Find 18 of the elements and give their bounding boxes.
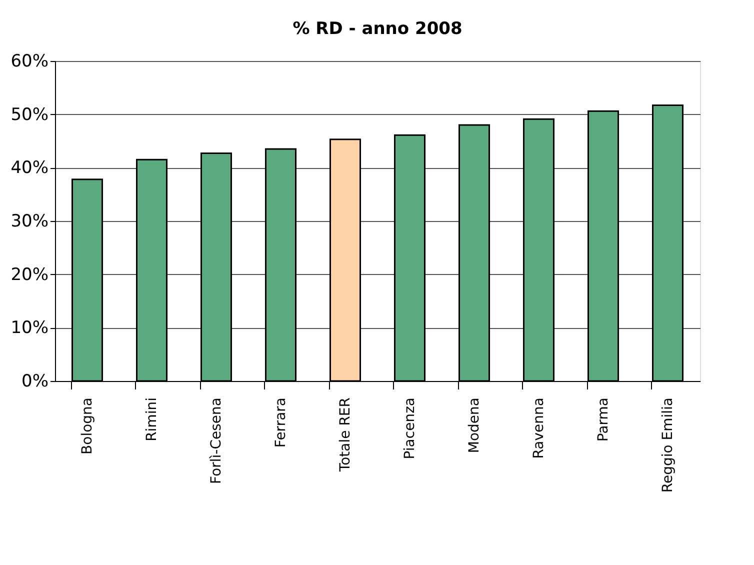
x-tick-label: Modena: [466, 398, 482, 454]
y-tick-label: 50%: [10, 104, 48, 125]
y-tick-label: 40%: [10, 158, 48, 178]
x-tick-label: Parma: [595, 398, 612, 442]
x-tick-label: Bologna: [79, 398, 96, 454]
y-tick-label: 60%: [10, 52, 48, 72]
x-tick-label: Ferrara: [272, 398, 289, 448]
y-tick-label: 30%: [10, 212, 48, 232]
x-tick-label: Reggio Emilia: [660, 398, 676, 493]
y-tick-label: 0%: [22, 372, 48, 392]
x-tick-label: Rimini: [144, 398, 160, 442]
x-tick-label: Forlì-Cesena: [208, 398, 224, 484]
x-tick-label: Ravenna: [530, 398, 547, 459]
x-tick-label: Totale RER: [337, 397, 354, 473]
y-tick-label: 10%: [10, 318, 48, 338]
x-tick-label: Piacenza: [402, 398, 418, 460]
chart-title: % RD - anno 2008: [292, 19, 462, 39]
y-tick-label: 20%: [10, 264, 48, 285]
